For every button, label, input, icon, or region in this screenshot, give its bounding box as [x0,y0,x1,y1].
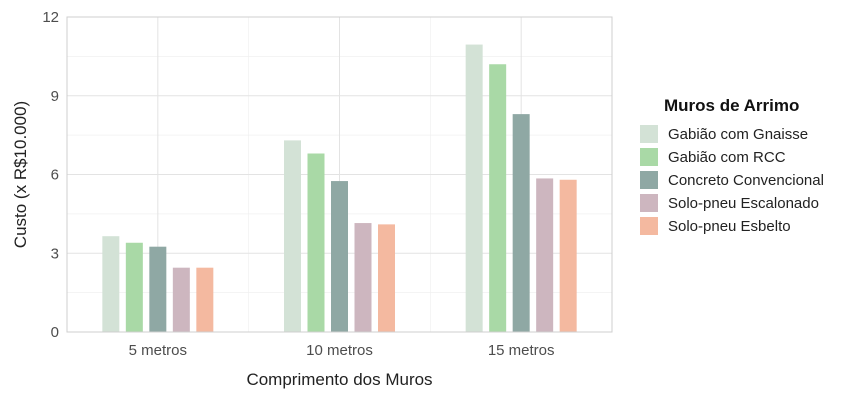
legend-label: Concreto Convencional [668,172,824,189]
plot-panel-border [66,16,613,333]
x-tick-label: 15 metros [488,342,555,359]
bar [465,44,483,332]
bar [102,236,120,332]
bar [489,64,507,332]
legend-label: Gabião com Gnaisse [668,126,808,143]
bar [196,267,214,332]
legend-items: Gabião com Gnaisse Gabião com RCC Concreto… [640,125,824,235]
bar [512,114,530,332]
legend-label: Solo-pneu Escalonado [668,195,819,212]
bar [307,153,325,332]
legend-swatch [640,171,658,189]
legend-swatch [640,217,658,235]
bar [284,140,301,332]
legend: Muros de Arrimo Gabião com GnaisseGabião… [640,96,824,235]
bar [378,224,395,332]
bar [559,179,577,332]
legend-swatch [640,148,658,166]
bar [354,223,372,332]
x-tick-label: 10 metros [306,342,373,359]
x-axis-title: Comprimento dos Muros [246,370,432,389]
bar [536,178,554,332]
y-tick-label: 3 [51,245,59,262]
y-tick-label: 6 [51,167,59,184]
legend-label: Gabião com RCC [668,149,786,166]
legend-label: Solo-pneu Esbelto [668,218,791,235]
legend-title: Muros de Arrimo [664,96,799,115]
bars [102,44,577,332]
legend-swatch [640,194,658,212]
y-tick-label: 0 [51,324,59,341]
legend-swatch [640,125,658,143]
bar [149,246,167,332]
bar [125,242,143,332]
y-tick-labels: 0 3 6 9 12 [42,9,59,341]
x-tick-labels: 5 metros 10 metros 15 metros [129,342,555,359]
bar [172,267,190,332]
y-tick-label: 12 [42,9,59,26]
bar [331,181,348,332]
y-tick-label: 9 [51,88,59,105]
y-axis-title: Custo (x R$10.000) [11,101,30,248]
x-tick-label: 5 metros [129,342,187,359]
